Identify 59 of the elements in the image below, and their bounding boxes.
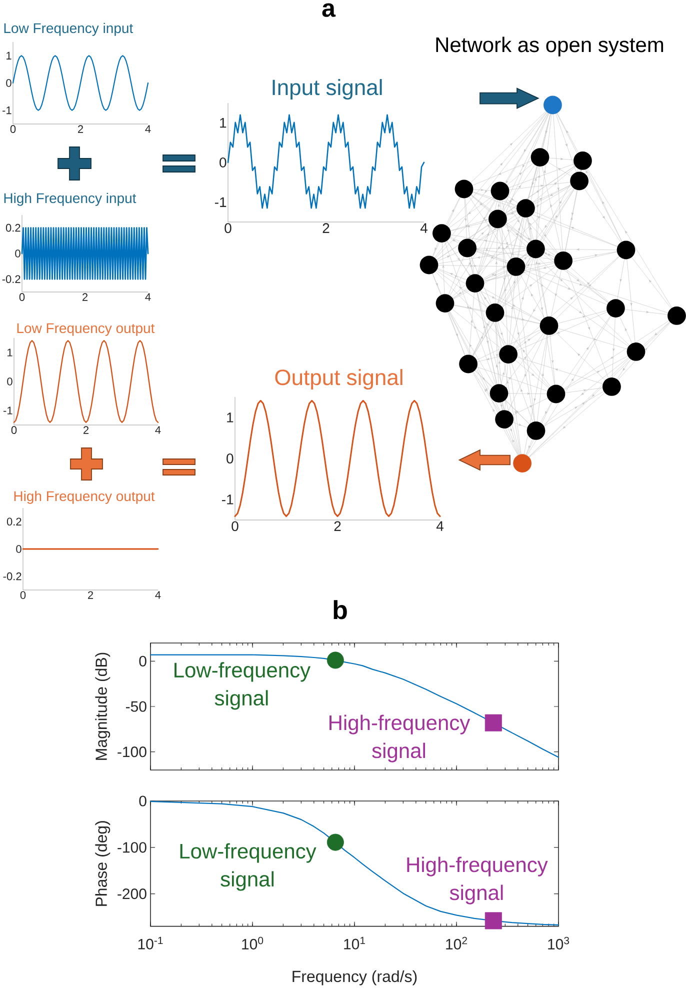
y-tick-label: -1	[222, 494, 234, 504]
series-label: High-frequency signal	[330, 714, 470, 762]
x-tick-label: 4	[155, 426, 161, 434]
y-tick-label: -1	[2, 106, 12, 114]
x-tick-label: 2	[88, 591, 94, 599]
y-axis-title: Magnitude (dB)	[95, 652, 110, 760]
x-tick-label: 4	[145, 293, 151, 301]
y-tick-label: 0	[7, 378, 12, 386]
y-tick-label: 0	[220, 158, 226, 168]
y-tick-label: 0.2	[6, 518, 22, 526]
x-tick-label: 2	[334, 521, 341, 531]
y-tick-label: 0	[6, 79, 12, 87]
y-tick-label: 0	[139, 796, 146, 806]
text: Network as open system	[436, 36, 664, 56]
x-tick-label: 2	[78, 125, 84, 133]
y-tick-label: 1	[227, 412, 234, 422]
y-tick-label: -50	[126, 701, 146, 712]
x-tick-label: 4	[436, 521, 444, 531]
chart-title: Low Frequency output	[17, 323, 155, 336]
y-tick-label: 0	[226, 454, 234, 464]
y-tick-label: -0.2	[2, 275, 20, 284]
chart-title: Low Frequency input	[4, 22, 134, 36]
y-axis-title: Phase (deg)	[95, 821, 110, 906]
y-tick-label: 1	[8, 348, 12, 356]
x-axis-title: Frequency (rad/s)	[292, 970, 417, 986]
text: b	[334, 600, 347, 620]
x-tick-label: 10$^{2}$	[446, 936, 467, 950]
x-tick-label: 4	[420, 223, 428, 233]
y-tick-label: 0	[139, 656, 146, 666]
x-tick-label: 4	[145, 125, 151, 133]
chart-title: Input signal	[272, 79, 382, 100]
y-tick-label: -1	[4, 406, 12, 414]
line-series	[234, 400, 441, 518]
x-tick-label: 10$^{-1}$	[138, 936, 163, 950]
y-tick-label: -1	[214, 197, 226, 207]
x-tick-label: 10$^{0}$	[242, 936, 264, 950]
y-tick-label: -100	[118, 746, 146, 758]
y-tick-label: -100	[118, 842, 146, 853]
chart-title: High Frequency input	[4, 192, 136, 206]
x-tick-label: 4	[155, 591, 161, 599]
chart-title: High Frequency output	[14, 490, 155, 504]
y-tick-label: -0.2	[3, 572, 22, 580]
x-tick-label: 2	[322, 223, 330, 233]
series-label: Low-frequency signal	[180, 843, 316, 891]
y-tick-label: 1	[6, 52, 12, 60]
text: a	[322, 3, 336, 17]
line-series	[227, 114, 425, 209]
y-tick-label: 0.2	[6, 224, 20, 232]
chart-title: Output signal	[275, 369, 402, 390]
series-label: Low-frequency signal	[174, 662, 311, 710]
y-tick-label: 1	[220, 118, 226, 128]
y-tick-label: -200	[118, 888, 146, 900]
x-tick-label: 10$^{3}$	[548, 936, 570, 950]
y-tick-label: 0	[16, 545, 22, 553]
series-label: High-frequency signal	[407, 856, 548, 904]
x-tick-label: 10$^{1}$	[344, 936, 366, 950]
x-tick-label: 2	[83, 426, 89, 434]
x-tick-label: 2	[82, 293, 88, 301]
y-tick-label: 0	[15, 250, 20, 258]
